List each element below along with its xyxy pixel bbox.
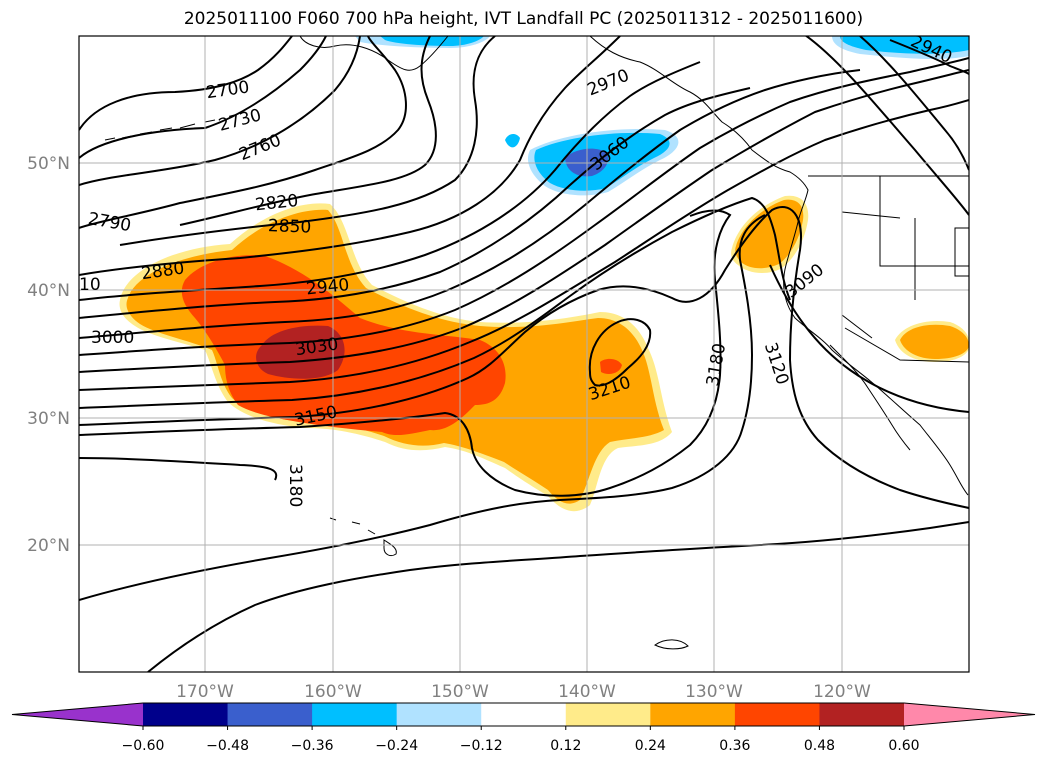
lat-tick-label: 30°N: [27, 409, 70, 429]
ivt-shade-coast-orange: [735, 199, 804, 269]
contour-3090-east: [859, 36, 969, 171]
colorbar-tick-label: −0.36: [291, 738, 334, 754]
colorbar-extend-low: [12, 703, 143, 726]
border-us-mexico: [844, 327, 969, 363]
contour-2820: [179, 36, 437, 226]
contour-2880: [79, 36, 621, 276]
colorbar-segment: [143, 703, 229, 726]
colorbar-tick-label: 0.12: [550, 738, 581, 754]
lon-tick-labels: 170°W 160°W 150°W 140°W 130°W 120°W: [176, 682, 871, 702]
coastline-baja: [829, 344, 911, 451]
colorbar-tick-label: −0.48: [206, 738, 249, 754]
contour-3000: [79, 57, 969, 356]
contour-2700: [79, 36, 293, 131]
border-states-2: [841, 211, 916, 300]
colorbar-tick-label: 0.24: [635, 738, 666, 754]
contour-2940-tr: [889, 39, 969, 75]
colorbar-tick-label: −0.24: [375, 738, 418, 754]
contour-label: 10: [79, 275, 101, 295]
contour-3180-south: [147, 521, 969, 672]
lon-tick-label: 150°W: [431, 682, 489, 702]
contour-label: 3180: [285, 464, 305, 507]
lon-tick-label: 170°W: [176, 682, 234, 702]
colorbar-segment: [312, 703, 398, 726]
lon-tick-label: 160°W: [304, 682, 362, 702]
contour-label: 2940: [305, 275, 350, 299]
colorbar-tick-label: −0.60: [122, 738, 165, 754]
border-box: [954, 227, 969, 277]
contour-2940: [79, 87, 751, 319]
contour-3120-east: [804, 36, 969, 216]
border-states-1: [879, 176, 969, 267]
colorbar-tick-label: 0.60: [888, 738, 919, 754]
contour-2970: [79, 69, 861, 339]
lon-tick-label: 120°W: [813, 682, 871, 702]
colorbar-extend-high: [904, 703, 1035, 726]
map-panel: 2700 2730 2760 2790 2820 2850 2880 2940 …: [78, 35, 970, 673]
colorbar-segment: [227, 703, 313, 726]
colorbar: −0.60 −0.48 −0.36 −0.24 −0.12 0.12 0.24 0.36 0.4…: [11, 702, 1036, 754]
ivt-shade-red-small: [600, 358, 622, 374]
ivt-shade-top-cyan: [380, 36, 484, 46]
contour-label: 2820: [254, 191, 299, 215]
height-contours: [79, 36, 969, 672]
colorbar-segment: [565, 703, 651, 726]
lat-tick-label: 20°N: [27, 536, 70, 556]
small-island: [654, 639, 689, 650]
contour-2850: [119, 36, 496, 246]
ivt-shade-east-orange: [900, 324, 969, 359]
lon-tick-label: 130°W: [685, 682, 743, 702]
contour-2730: [79, 36, 327, 159]
contour-2760: [79, 36, 361, 186]
colorbar-segment: [481, 703, 567, 726]
colorbar-segment: [396, 703, 482, 726]
colorbar-segment: [819, 703, 905, 726]
colorbar-segment: [734, 703, 820, 726]
map-frame: [78, 35, 970, 673]
contour-3030: [79, 69, 969, 373]
lon-tick-label: 140°W: [558, 682, 616, 702]
contour-label: 3000: [91, 328, 134, 348]
colorbar-tick-label: 0.36: [719, 738, 750, 754]
contour-3150-east: [769, 264, 969, 413]
lat-tick-label: 40°N: [27, 281, 70, 301]
contour-3150: [79, 209, 732, 497]
contour-3060: [79, 99, 969, 391]
graticule: [79, 36, 969, 672]
map-title: 2025011100 F060 700 hPa height, IVT Land…: [183, 9, 864, 29]
lat-tick-label: 50°N: [27, 154, 70, 174]
contour-3210: [588, 318, 652, 387]
colorbar-tick-label: −0.12: [460, 738, 503, 754]
contour-label: 2850: [268, 216, 312, 237]
ivt-shade-darkred: [256, 325, 345, 379]
ivt-shade-dot: [505, 134, 520, 148]
lat-tick-labels: 50°N 40°N 30°N 20°N: [27, 154, 70, 556]
contour-2910: [79, 61, 701, 301]
colorbar-segment: [650, 703, 736, 726]
contour-3120: [79, 205, 969, 509]
colorbar-tick-label: 0.48: [804, 738, 835, 754]
contour-3180: [79, 214, 766, 601]
